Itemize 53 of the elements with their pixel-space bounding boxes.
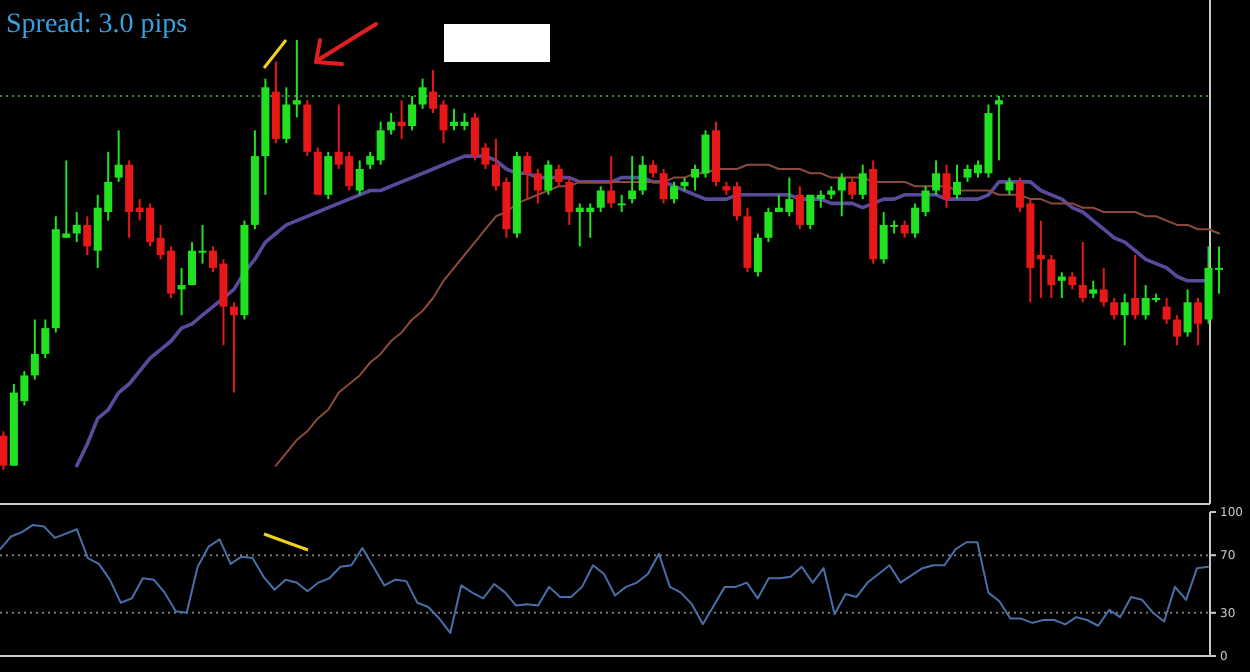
candlestick xyxy=(994,94,1003,162)
candlestick xyxy=(596,185,605,213)
candlestick xyxy=(271,60,280,145)
candlestick xyxy=(303,99,312,158)
candlestick xyxy=(83,215,92,256)
candlestick xyxy=(114,129,123,183)
candlestick xyxy=(1078,241,1087,304)
candlestick xyxy=(858,163,867,201)
candlestick xyxy=(1057,271,1066,299)
chart-title: Spread: 3.0 pips xyxy=(6,10,188,40)
candlestick xyxy=(41,318,50,360)
candlestick xyxy=(1099,266,1108,308)
candlestick xyxy=(292,39,301,119)
candlestick xyxy=(565,176,574,226)
candlestick xyxy=(942,163,951,209)
candlestick xyxy=(408,94,417,132)
candlestick xyxy=(282,86,291,145)
candlestick xyxy=(533,168,542,205)
candlestick xyxy=(670,180,679,205)
candlestick xyxy=(177,266,186,317)
candlestick xyxy=(1131,254,1140,321)
candlestick xyxy=(313,146,322,196)
candlestick xyxy=(355,159,364,196)
line-series xyxy=(0,523,1209,634)
candlestick xyxy=(544,159,553,196)
candlestick xyxy=(523,150,532,201)
candlestick xyxy=(795,185,804,231)
candlestick xyxy=(554,163,563,188)
candlestick xyxy=(1120,292,1129,347)
candlestick xyxy=(638,155,647,196)
candlestick xyxy=(607,155,616,209)
candlestick xyxy=(1047,254,1056,299)
candlestick xyxy=(387,112,396,136)
candlestick xyxy=(1162,297,1171,325)
candlestick xyxy=(953,163,962,201)
candlestick xyxy=(1183,288,1192,338)
candlestick xyxy=(72,211,81,244)
candlestick xyxy=(848,176,857,201)
candlestick xyxy=(1110,297,1119,321)
candlestick xyxy=(1194,297,1203,347)
candlestick xyxy=(229,301,238,394)
candlestick xyxy=(764,206,773,244)
candlestick xyxy=(1173,314,1182,347)
candlestick xyxy=(30,318,39,381)
candlestick xyxy=(628,155,637,205)
candlestick xyxy=(0,430,8,471)
candlestick xyxy=(753,232,762,278)
candlestick xyxy=(397,99,406,140)
candlestick xyxy=(418,77,427,110)
candlestick xyxy=(837,172,846,218)
candlestick xyxy=(659,168,668,205)
candlestick xyxy=(932,159,941,196)
candlestick xyxy=(324,150,333,201)
